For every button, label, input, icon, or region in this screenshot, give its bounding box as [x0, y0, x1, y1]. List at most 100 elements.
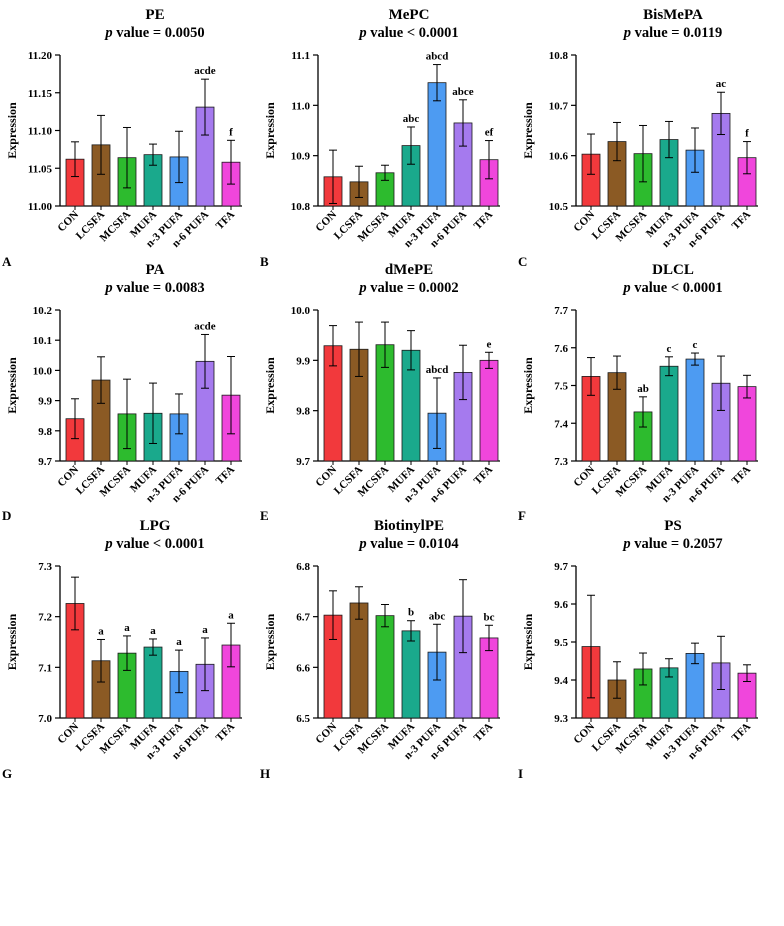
y-tick-label: 7.1	[38, 662, 52, 674]
p-value-number: < 0.0001	[671, 280, 723, 296]
significance-label: abcd	[426, 51, 449, 63]
panel-e: dMePE p value = 0.0002 9.7 9.8 9.9 10.0 Expres…	[260, 262, 500, 523]
chart-title: PA	[146, 262, 165, 278]
p-value-word: value	[113, 280, 153, 296]
p-symbol: p	[357, 536, 366, 552]
y-axis-label: Expression	[5, 357, 19, 414]
p-value-word: value	[113, 536, 153, 552]
panel-letter: A	[2, 254, 12, 269]
significance-label: c	[693, 339, 698, 351]
p-value-word: value	[367, 536, 407, 552]
p-value-number: = 0.0119	[671, 25, 722, 41]
p-value-word: value	[631, 25, 671, 41]
y-axis-label: Expression	[263, 357, 277, 414]
panel-letter: E	[260, 508, 269, 523]
category-label: TFA	[472, 209, 496, 233]
y-axis-label: Expression	[521, 613, 535, 670]
p-symbol: p	[621, 280, 630, 296]
p-value-number: = 0.0083	[153, 280, 205, 296]
panel-letter: I	[518, 766, 523, 781]
chart-title: PE	[145, 7, 164, 23]
significance-label: e	[487, 338, 492, 350]
panel-h: BiotinylPE p value = 0.0104 6.5 6.6 6.7 6.8 Ex…	[260, 518, 500, 781]
y-tick-label: 9.3	[554, 713, 568, 725]
y-tick-label: 11.1	[291, 50, 310, 62]
p-symbol: p	[622, 25, 631, 41]
y-tick-label: 10.0	[291, 305, 311, 317]
significance-label: bc	[484, 611, 495, 623]
significance-label: a	[202, 624, 208, 636]
significance-label: abc	[429, 610, 446, 622]
chart-title: PS	[664, 518, 682, 534]
y-tick-label: 11.15	[28, 88, 53, 100]
p-value-label: p value = 0.0083	[103, 280, 204, 296]
panel-a: PE p value = 0.0050 11.00 11.05 11.10 11.15 11…	[2, 7, 242, 269]
significance-label: abcd	[426, 364, 449, 376]
y-tick-label: 7.6	[554, 343, 568, 355]
panel-c: BisMePA p value = 0.0119 10.5 10.6 10.7 10.8 E…	[518, 7, 758, 269]
significance-label: ab	[637, 383, 649, 395]
p-value-number: = 0.0050	[153, 25, 205, 41]
p-value-word: value	[631, 280, 671, 296]
y-tick-label: 10.7	[549, 100, 569, 112]
y-axis-label: Expression	[521, 357, 535, 414]
p-value-number: < 0.0001	[153, 536, 205, 552]
y-axis-label: Expression	[263, 613, 277, 670]
p-value-label: p value = 0.0104	[357, 536, 458, 552]
y-tick-label: 10.1	[33, 335, 52, 347]
y-axis-label: Expression	[521, 102, 535, 159]
y-tick-label: 9.7	[554, 561, 568, 573]
y-tick-label: 10.9	[291, 151, 311, 163]
significance-label: ef	[485, 127, 494, 139]
category-label: TFA	[214, 464, 238, 488]
y-tick-label: 9.5	[554, 637, 568, 649]
p-value-word: value	[631, 536, 671, 552]
y-tick-label: 10.2	[33, 305, 53, 317]
p-symbol: p	[103, 280, 112, 296]
panel-letter: D	[2, 508, 11, 523]
y-tick-label: 7.4	[554, 418, 568, 430]
p-value-word: value	[113, 25, 153, 41]
p-symbol: p	[621, 536, 630, 552]
bar-lcsfa	[349, 602, 369, 719]
significance-label: f	[745, 128, 749, 140]
y-tick-label: 9.9	[38, 396, 52, 408]
p-value-label: p value < 0.0001	[103, 536, 204, 552]
p-value-label: p value = 0.0050	[103, 25, 204, 41]
y-tick-label: 11.10	[28, 126, 53, 138]
y-tick-label: 9.9	[296, 355, 310, 367]
y-tick-label: 9.6	[554, 599, 568, 611]
y-tick-label: 10.0	[33, 365, 53, 377]
panel-letter: B	[260, 254, 269, 269]
p-symbol: p	[357, 25, 366, 41]
chart-title: BisMePA	[643, 7, 703, 23]
chart-title: MePC	[389, 7, 430, 23]
y-tick-label: 11.0	[291, 100, 310, 112]
p-symbol: p	[357, 280, 366, 296]
y-tick-label: 9.7	[38, 456, 52, 468]
p-value-label: p value = 0.0002	[357, 280, 458, 296]
panel-i: PS p value = 0.2057 9.3 9.4 9.5 9.6 9.7 Express…	[518, 518, 758, 781]
p-value-label: p value < 0.0001	[357, 25, 458, 41]
y-tick-label: 11.20	[28, 50, 53, 62]
panel-f: DLCL p value < 0.0001 7.3 7.4 7.5 7.6 7.7 Expre…	[518, 262, 758, 523]
category-label: TFA	[730, 721, 754, 745]
panel-letter: F	[518, 508, 526, 523]
p-value-word: value	[367, 25, 407, 41]
y-tick-label: 7.7	[554, 305, 568, 317]
category-label: TFA	[214, 209, 238, 233]
bar-tfa	[479, 359, 499, 462]
panel-d: PA p value = 0.0083 9.7 9.8 9.9 10.0 10.1 10.2 E…	[2, 262, 242, 523]
significance-label: abc	[403, 113, 420, 125]
y-axis-label: Expression	[263, 102, 277, 159]
panel-letter: G	[2, 766, 12, 781]
significance-label: a	[98, 625, 104, 637]
panel-b: MePC p value < 0.0001 10.8 10.9 11.0 11.1 Expr…	[260, 7, 500, 269]
significance-label: a	[228, 609, 234, 621]
chart-title: LPG	[140, 518, 171, 534]
category-label: TFA	[214, 721, 238, 745]
panel-g: LPG p value < 0.0001 7.0 7.1 7.2 7.3 Expressio…	[2, 518, 242, 781]
significance-label: b	[408, 607, 414, 619]
significance-label: a	[176, 636, 182, 648]
